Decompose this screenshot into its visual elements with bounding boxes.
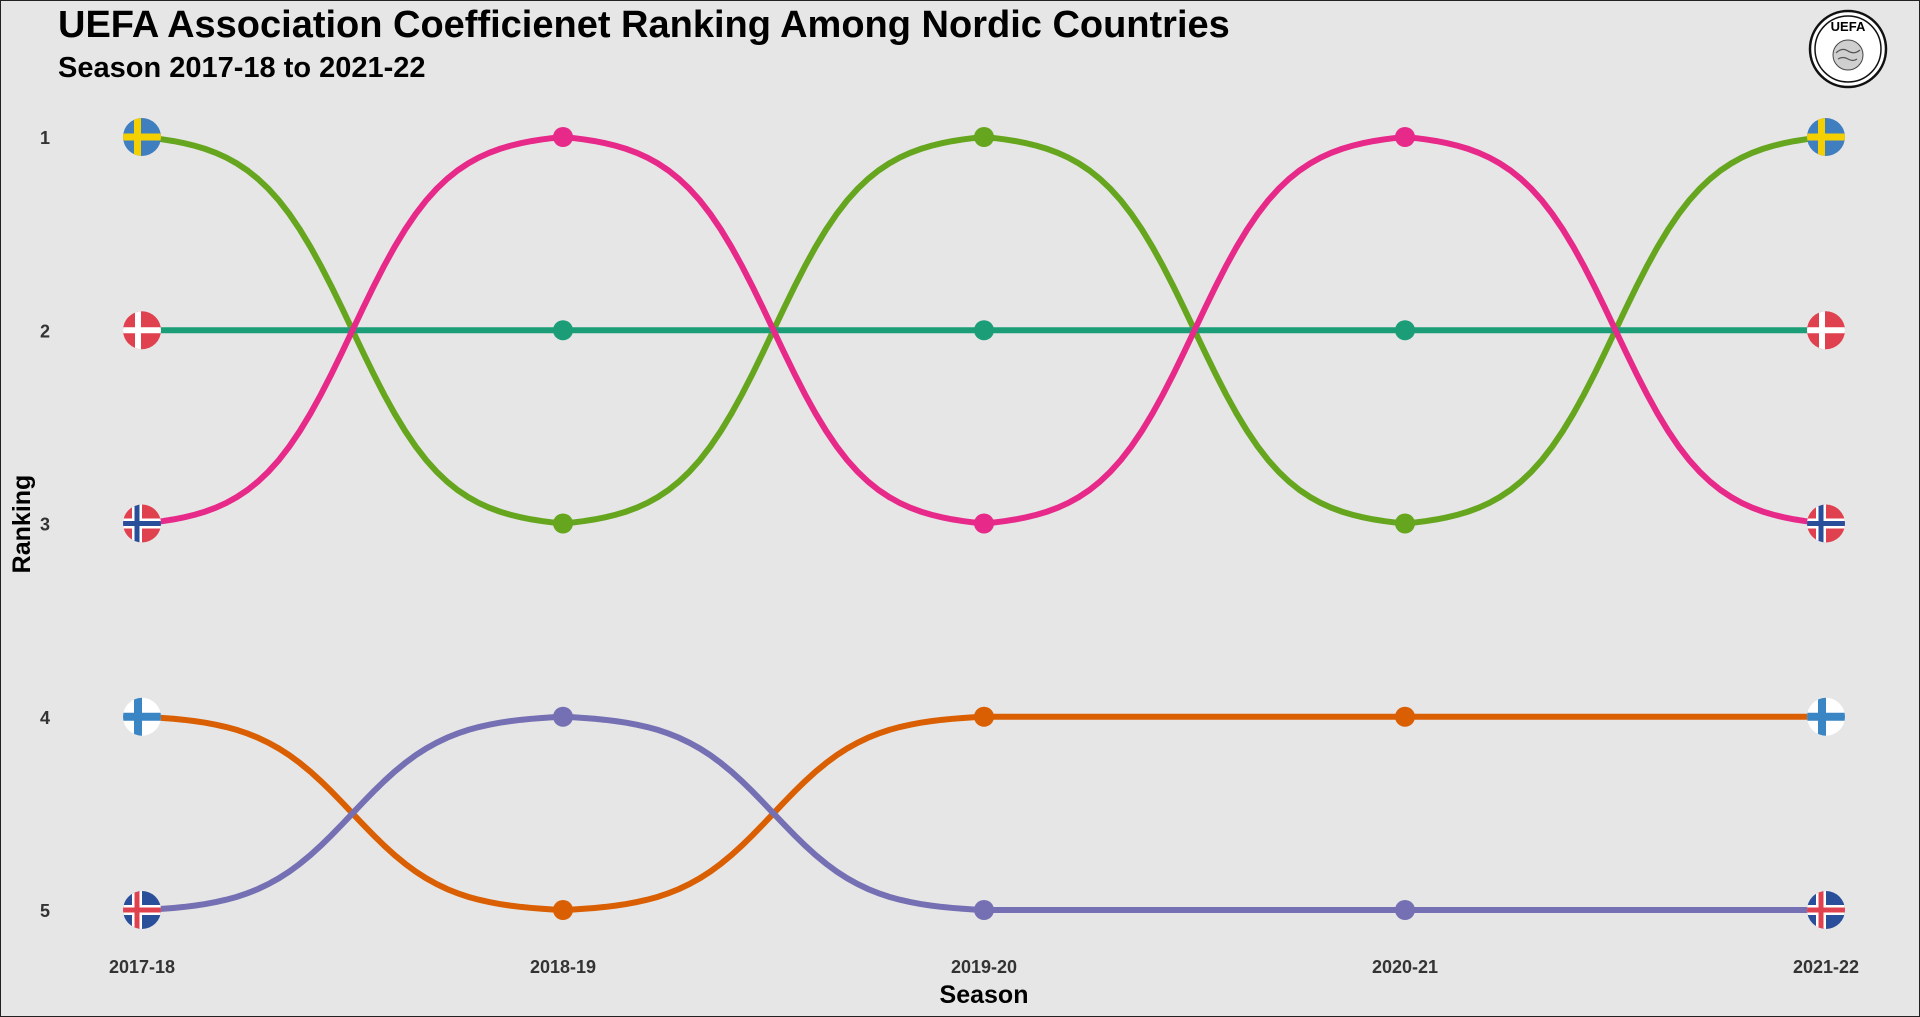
series-point: [974, 320, 994, 341]
series-flags: [123, 118, 1845, 929]
y-tick-labels: 1 2 3 4 5: [40, 128, 50, 921]
denmark-flag-icon: [1807, 311, 1845, 350]
series-line: [139, 713, 1829, 913]
x-tick-label: 2018-19: [530, 957, 596, 977]
chart-title: UEFA Association Coefficienet Ranking Am…: [58, 4, 1230, 46]
series-point: [974, 127, 994, 147]
chart-subtitle: Season 2017-18 to 2021-22: [58, 52, 426, 84]
series-point: [974, 706, 994, 727]
series-point: [1395, 513, 1415, 534]
series-point: [553, 513, 573, 534]
finland-flag-icon: [1807, 697, 1845, 736]
logo-text: UEFA: [1831, 19, 1866, 34]
series-points: [553, 127, 1415, 920]
norway-flag-icon: [1807, 504, 1845, 543]
y-tick-label: 2: [40, 321, 50, 341]
y-tick-label: 5: [40, 901, 50, 921]
series-point: [553, 900, 573, 920]
denmark-flag-icon: [123, 311, 161, 350]
uefa-logo-icon: UEFA: [1808, 9, 1888, 89]
series-point: [553, 320, 573, 341]
x-tick-label: 2017-18: [109, 957, 175, 977]
finland-flag-icon: [123, 697, 161, 736]
y-tick-label: 4: [40, 708, 50, 728]
y-tick-label: 3: [40, 515, 50, 535]
iceland-flag-icon: [123, 891, 161, 929]
iceland-flag-icon: [1807, 891, 1845, 929]
x-axis-title: Season: [940, 981, 1029, 1009]
x-tick-label: 2019-20: [951, 957, 1017, 977]
norway-flag-icon: [123, 504, 161, 543]
series-point: [974, 900, 994, 920]
series-point: [1395, 320, 1415, 341]
series-point: [553, 127, 573, 147]
sweden-flag-icon: [1807, 118, 1845, 156]
x-tick-labels: 2017-18 2018-19 2019-20 2020-21 2021-22: [109, 957, 1859, 977]
y-axis-title: Ranking: [8, 475, 36, 574]
series-point: [974, 513, 994, 534]
x-tick-label: 2021-22: [1793, 957, 1859, 977]
y-tick-label: 1: [40, 128, 50, 148]
sweden-flag-icon: [123, 118, 161, 156]
series-line: [139, 713, 1829, 914]
series-point: [1395, 127, 1415, 147]
series-point: [553, 706, 573, 727]
series-point: [1395, 900, 1415, 920]
x-tick-label: 2020-21: [1372, 957, 1438, 977]
series-point: [1395, 706, 1415, 727]
